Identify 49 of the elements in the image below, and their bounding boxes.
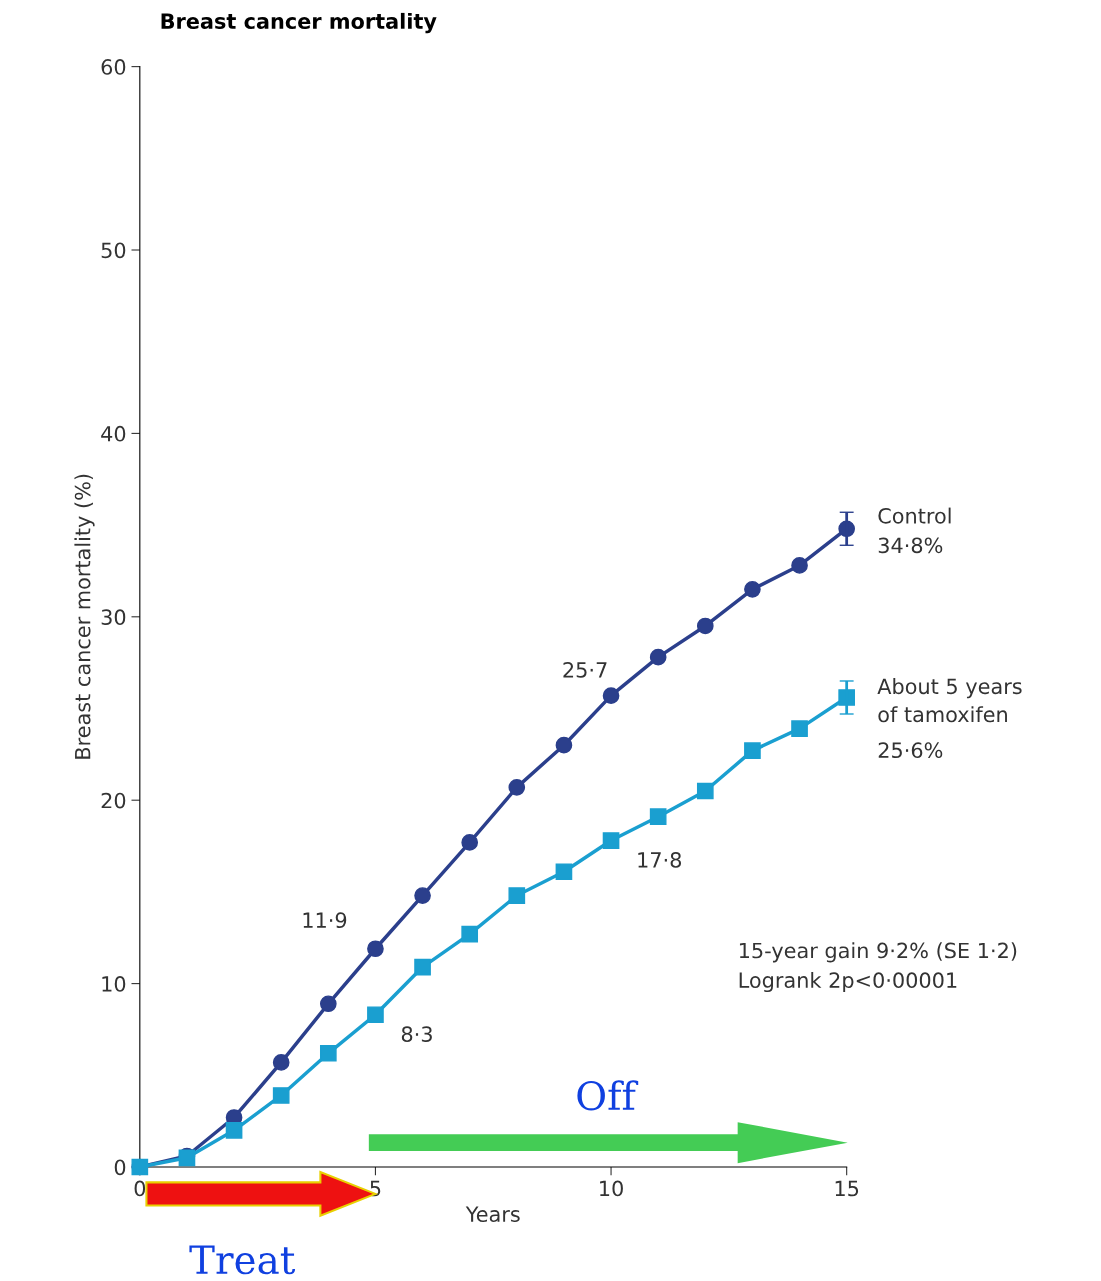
point [508, 887, 526, 904]
point [367, 1006, 384, 1024]
point [319, 1044, 337, 1062]
x-tick-label: 15 [835, 1180, 859, 1197]
point [649, 808, 667, 826]
y-tick-label: 10 [102, 976, 126, 992]
point [272, 1087, 290, 1104]
point [508, 779, 526, 796]
point [791, 557, 808, 574]
series-label: About 5 years of tamoxifen [877, 678, 1022, 723]
annotation: 17·8 [638, 852, 682, 868]
annotation: 25·6% [878, 742, 943, 759]
point [649, 648, 667, 666]
point [461, 834, 479, 851]
chart-title: Breast cancer mortality [161, 12, 437, 34]
point [555, 863, 573, 881]
series-label: Control [878, 507, 951, 524]
annotation: 34·8% [878, 537, 943, 554]
y-tick-label: 30 [101, 609, 126, 626]
point [555, 736, 573, 754]
x-axis-title: Years [465, 1206, 520, 1223]
y-axis-title: Breast cancer mortality (%) [74, 474, 95, 759]
y-tick-label: 40 [101, 425, 126, 442]
point [696, 782, 714, 800]
point [461, 925, 479, 943]
point [272, 1054, 290, 1071]
annotation: 8·3 [401, 1026, 432, 1043]
annotation: Off [577, 1080, 639, 1111]
point [791, 720, 808, 738]
text: Treat [189, 1245, 296, 1275]
y-tick-label: 20 [101, 792, 126, 809]
point [414, 958, 431, 976]
annotation: 11·9 [303, 912, 347, 929]
y-tick-label: 50 [101, 242, 126, 259]
point [225, 1121, 243, 1139]
point [744, 580, 761, 598]
point [414, 887, 431, 904]
point [367, 940, 384, 958]
point [744, 742, 761, 760]
x-tick-label: 10 [600, 1180, 623, 1197]
annotation: 25·7 [563, 661, 607, 678]
point [602, 832, 620, 849]
y-tick-label: 60 [101, 59, 126, 75]
point [602, 687, 620, 704]
annotation: 15-year gain 9·2% (SE 1·2) Logrank 2p<0·00001 [739, 942, 1017, 993]
point [696, 617, 714, 635]
y-tick-label: 0 [114, 1159, 126, 1176]
point [319, 995, 337, 1013]
x-tick-label: 0 [134, 1180, 146, 1197]
